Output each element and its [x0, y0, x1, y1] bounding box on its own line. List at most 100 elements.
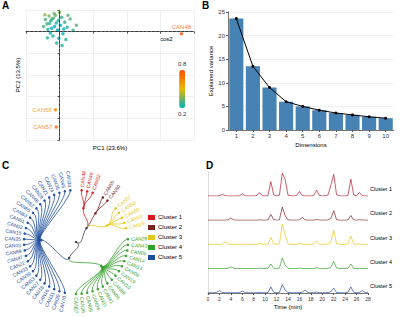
svg-text:2: 2 — [218, 296, 221, 302]
svg-text:CAN55: CAN55 — [101, 179, 116, 197]
svg-text:Dimensions: Dimensions — [295, 142, 326, 148]
svg-text:Cluster 3: Cluster 3 — [370, 235, 392, 241]
svg-text:Explained variance: Explained variance — [208, 45, 214, 96]
svg-text:0: 0 — [207, 296, 210, 302]
svg-text:CAN58: CAN58 — [120, 199, 137, 214]
svg-text:CAN46: CAN46 — [24, 188, 41, 204]
svg-text:CAN14: CAN14 — [128, 253, 146, 264]
svg-text:20: 20 — [218, 33, 225, 39]
svg-text:7: 7 — [334, 133, 338, 139]
svg-text:1: 1 — [235, 133, 239, 139]
svg-text:5: 5 — [301, 133, 305, 139]
svg-text:CAN68: CAN68 — [5, 248, 22, 257]
svg-text:20: 20 — [320, 296, 326, 302]
svg-text:10: 10 — [218, 80, 225, 86]
svg-text:9: 9 — [367, 133, 371, 139]
svg-text:CAN08: CAN08 — [123, 265, 141, 279]
svg-text:CAN39: CAN39 — [15, 270, 32, 285]
svg-text:24: 24 — [342, 296, 348, 302]
svg-text:CAN13: CAN13 — [126, 259, 144, 272]
svg-text:D: D — [206, 160, 213, 171]
svg-text:25: 25 — [218, 9, 225, 15]
svg-text:Cluster 3: Cluster 3 — [158, 234, 183, 240]
svg-text:CAN58: CAN58 — [32, 107, 52, 113]
svg-text:CAN50: CAN50 — [123, 205, 141, 219]
svg-text:CAN21: CAN21 — [36, 179, 51, 197]
svg-text:B: B — [202, 0, 209, 11]
svg-text:CAN60: CAN60 — [107, 183, 122, 200]
svg-text:Cluster 4: Cluster 4 — [370, 259, 392, 265]
svg-text:22: 22 — [331, 296, 337, 302]
svg-text:Cluster 4: Cluster 4 — [158, 244, 183, 250]
svg-text:C: C — [2, 160, 9, 171]
svg-text:0: 0 — [222, 127, 226, 133]
svg-text:CAN66: CAN66 — [111, 280, 128, 296]
svg-text:CAN04: CAN04 — [90, 293, 102, 311]
svg-text:CAN25: CAN25 — [128, 220, 145, 230]
svg-text:Cluster 2: Cluster 2 — [158, 224, 183, 230]
svg-text:CAN07: CAN07 — [73, 297, 79, 313]
svg-text:CAN34: CAN34 — [65, 171, 73, 188]
svg-text:18: 18 — [308, 296, 314, 302]
svg-text:4: 4 — [229, 296, 232, 302]
svg-text:CAN54: CAN54 — [126, 212, 144, 225]
svg-text:3: 3 — [268, 133, 272, 139]
svg-text:10: 10 — [262, 296, 268, 302]
svg-text:CAN16: CAN16 — [36, 287, 51, 305]
svg-text:Time (min): Time (min) — [274, 304, 302, 310]
svg-text:16: 16 — [297, 296, 303, 302]
svg-text:28: 28 — [365, 296, 371, 302]
svg-text:CAN26: CAN26 — [79, 297, 87, 314]
svg-text:26: 26 — [354, 296, 360, 302]
svg-text:CAN63: CAN63 — [11, 205, 29, 219]
svg-text:CAN22: CAN22 — [8, 259, 26, 272]
svg-text:CAN20: CAN20 — [50, 293, 62, 311]
svg-text:A: A — [2, 0, 9, 11]
svg-text:12: 12 — [274, 296, 280, 302]
svg-text:CAN33: CAN33 — [11, 265, 29, 279]
svg-text:CAN06: CAN06 — [107, 284, 122, 301]
svg-text:CAN10: CAN10 — [116, 275, 133, 291]
svg-text:cos2: cos2 — [160, 36, 173, 42]
svg-text:CAN57: CAN57 — [116, 193, 133, 209]
svg-text:CAN01: CAN01 — [96, 290, 109, 308]
svg-text:CAN27: CAN27 — [24, 280, 41, 296]
svg-text:CAN49: CAN49 — [84, 171, 95, 189]
svg-text:Cluster 5: Cluster 5 — [370, 283, 392, 289]
svg-text:CAN29: CAN29 — [30, 183, 45, 200]
svg-text:6: 6 — [241, 296, 244, 302]
svg-text:CAN35: CAN35 — [5, 235, 22, 242]
svg-text:0.8: 0.8 — [178, 61, 187, 67]
svg-text:CAN52: CAN52 — [91, 173, 102, 190]
svg-text:CAN57: CAN57 — [33, 124, 53, 130]
svg-text:Cluster 1: Cluster 1 — [370, 186, 392, 192]
svg-text:Cluster 5: Cluster 5 — [158, 254, 183, 260]
svg-text:CAN62: CAN62 — [19, 193, 36, 209]
svg-text:CAN41: CAN41 — [101, 287, 116, 305]
svg-text:CAN28: CAN28 — [131, 235, 148, 242]
svg-text:CAN19: CAN19 — [120, 270, 137, 285]
svg-text:5: 5 — [222, 103, 226, 109]
svg-text:8: 8 — [252, 296, 255, 302]
svg-text:CAN61: CAN61 — [8, 212, 26, 225]
svg-text:15: 15 — [218, 56, 225, 62]
svg-text:8: 8 — [351, 133, 355, 139]
svg-text:CAN03: CAN03 — [5, 242, 22, 249]
svg-text:CAN65: CAN65 — [15, 199, 32, 214]
svg-text:0.2: 0.2 — [178, 111, 187, 117]
svg-text:Cluster 1: Cluster 1 — [158, 214, 183, 220]
svg-text:PC1 (23.6%): PC1 (23.6%) — [93, 145, 127, 151]
svg-text:14: 14 — [285, 296, 291, 302]
svg-text:CAN18: CAN18 — [30, 284, 45, 301]
svg-text:PC2 (13.5%): PC2 (13.5%) — [15, 58, 21, 92]
svg-text:2: 2 — [251, 133, 255, 139]
svg-text:CAN36: CAN36 — [50, 173, 62, 191]
svg-text:4: 4 — [284, 133, 288, 139]
svg-text:CAN48: CAN48 — [172, 24, 192, 30]
svg-text:6: 6 — [318, 133, 322, 139]
svg-text:CAN24: CAN24 — [43, 176, 56, 194]
svg-text:CAN53: CAN53 — [19, 275, 36, 291]
svg-text:Cluster 2: Cluster 2 — [370, 210, 392, 216]
svg-text:10: 10 — [382, 133, 389, 139]
svg-text:CAN31: CAN31 — [43, 290, 56, 308]
